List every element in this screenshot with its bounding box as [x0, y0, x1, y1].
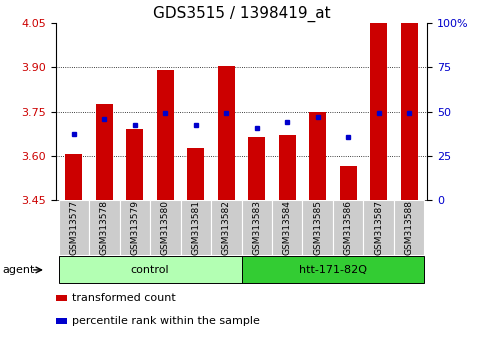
- Text: GSM313585: GSM313585: [313, 200, 322, 255]
- Text: GSM313583: GSM313583: [252, 200, 261, 255]
- Bar: [211, 200, 242, 255]
- Bar: [127, 129, 143, 200]
- Bar: [333, 200, 363, 255]
- Title: GDS3515 / 1398419_at: GDS3515 / 1398419_at: [153, 5, 330, 22]
- Bar: [56, 295, 67, 301]
- Bar: [120, 200, 150, 255]
- Bar: [56, 318, 67, 324]
- Text: percentile rank within the sample: percentile rank within the sample: [72, 316, 260, 326]
- Bar: [242, 200, 272, 255]
- Bar: [187, 148, 204, 200]
- Bar: [157, 70, 174, 200]
- Bar: [370, 23, 387, 200]
- Text: control: control: [131, 265, 170, 275]
- Bar: [89, 200, 120, 255]
- Bar: [394, 200, 425, 255]
- Bar: [66, 154, 82, 200]
- Bar: [96, 104, 113, 200]
- Text: GSM313578: GSM313578: [100, 200, 109, 255]
- Bar: [302, 200, 333, 255]
- Text: GSM313586: GSM313586: [344, 200, 353, 255]
- Bar: [272, 200, 302, 255]
- Bar: [279, 135, 296, 200]
- Bar: [309, 112, 326, 200]
- Bar: [401, 23, 417, 200]
- Text: GSM313584: GSM313584: [283, 200, 292, 255]
- Bar: [218, 66, 235, 200]
- Text: agent: agent: [2, 265, 35, 275]
- Bar: [58, 200, 89, 255]
- Text: GSM313580: GSM313580: [161, 200, 170, 255]
- Bar: [58, 256, 242, 284]
- Bar: [242, 256, 425, 284]
- Text: htt-171-82Q: htt-171-82Q: [299, 265, 367, 275]
- Text: transformed count: transformed count: [72, 293, 176, 303]
- Text: GSM313579: GSM313579: [130, 200, 139, 255]
- Text: GSM313581: GSM313581: [191, 200, 200, 255]
- Bar: [340, 166, 356, 200]
- Bar: [181, 200, 211, 255]
- Bar: [150, 200, 181, 255]
- Text: GSM313582: GSM313582: [222, 200, 231, 255]
- Text: GSM313588: GSM313588: [405, 200, 413, 255]
- Text: GSM313587: GSM313587: [374, 200, 383, 255]
- Bar: [248, 137, 265, 200]
- Bar: [363, 200, 394, 255]
- Text: GSM313577: GSM313577: [70, 200, 78, 255]
